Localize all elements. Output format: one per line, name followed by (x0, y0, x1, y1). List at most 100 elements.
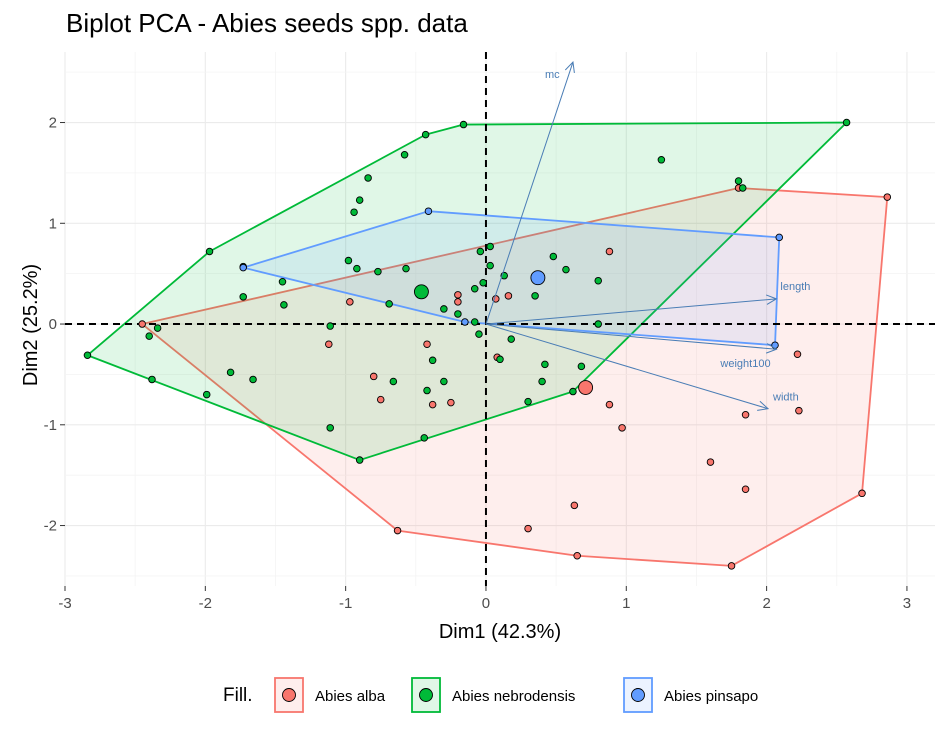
point-abies-alba (605, 247, 614, 256)
x-axis-ticks: -3 -2 -1 0 1 2 3 (58, 586, 911, 612)
point-abies-alba (727, 562, 736, 570)
point-abies-nebrodensis (739, 184, 747, 192)
point-abies-nebrodensis (734, 177, 743, 185)
point-abies-nebrodensis (249, 375, 257, 384)
point-abies-nebrodensis (569, 387, 577, 396)
vector-label-weight100: weight100 (719, 358, 770, 370)
point-abies-nebrodensis (459, 120, 468, 129)
y-tick-label: 1 (49, 215, 57, 232)
point-abies-nebrodensis (423, 386, 431, 395)
point-abies-alba (793, 350, 802, 359)
individual-points (83, 118, 892, 570)
point-abies-pinsapo (461, 318, 469, 326)
point-abies-alba (369, 372, 378, 381)
point-abies-nebrodensis (496, 355, 504, 364)
vector-arrowhead (765, 294, 778, 305)
centroid-abies-alba (578, 380, 594, 395)
point-abies-nebrodensis (400, 151, 409, 159)
point-abies-nebrodensis (83, 351, 92, 360)
point-abies-pinsapo (424, 207, 433, 215)
legend-swatch-abies-alba (282, 688, 296, 702)
point-abies-alba (795, 406, 803, 415)
point-abies-alba (605, 400, 614, 409)
y-axis-ticks: -2 -1 0 1 2 (44, 115, 65, 535)
point-abies-pinsapo (775, 233, 783, 242)
group-centroids (413, 270, 594, 395)
point-abies-alba (454, 291, 462, 299)
x-tick-label: 0 (482, 595, 490, 612)
point-abies-alba (858, 489, 866, 498)
point-abies-alba (428, 400, 437, 409)
x-tick-label: 1 (622, 595, 630, 612)
vector-length (485, 298, 777, 325)
y-tick-label: 2 (49, 115, 57, 132)
y-axis-title: Dim2 (25.2%) (20, 264, 42, 386)
point-abies-nebrodensis (594, 320, 602, 328)
point-abies-alba (138, 320, 146, 328)
point-abies-nebrodensis (355, 196, 364, 204)
centroid-abies-nebrodensis (413, 284, 429, 300)
vector-label-width: width (772, 392, 799, 404)
vector-label-mc: mc (545, 69, 560, 81)
point-abies-nebrodensis (353, 264, 361, 273)
point-abies-alba (618, 424, 626, 432)
point-abies-nebrodensis (385, 300, 393, 308)
legend-key-abies-pinsapo (623, 677, 653, 713)
point-abies-nebrodensis (475, 330, 483, 338)
group-hulls (86, 121, 889, 567)
variable-vectors: mc length weight100 width (485, 60, 810, 411)
x-tick-label: 3 (903, 595, 911, 612)
y-tick-label: 0 (49, 316, 57, 333)
vector-arrowhead (757, 400, 770, 411)
point-abies-nebrodensis (454, 310, 462, 318)
point-abies-nebrodensis (562, 265, 570, 274)
x-tick-label: -2 (199, 595, 212, 612)
point-abies-alba (706, 458, 715, 466)
vector-weight100 (485, 323, 777, 350)
hull-abies-alba (141, 187, 889, 567)
point-abies-nebrodensis (355, 456, 364, 464)
point-abies-nebrodensis (402, 264, 410, 273)
point-abies-alba (524, 524, 532, 533)
x-tick-label: 2 (762, 595, 770, 612)
hull-abies-pinsapo (242, 210, 781, 347)
point-abies-nebrodensis (364, 174, 372, 182)
point-abies-alba (346, 298, 354, 306)
point-abies-nebrodensis (226, 368, 235, 377)
legend-label-abies-pinsapo: Abies pinsapo (664, 688, 758, 705)
point-abies-nebrodensis (239, 293, 247, 301)
point-abies-alba (883, 193, 892, 201)
legend-swatch-abies-pinsapo (631, 688, 645, 702)
point-abies-nebrodensis (594, 276, 602, 285)
point-abies-nebrodensis (470, 285, 479, 293)
legend: Fill. Abies alba Abies nebrodensis Abies p… (223, 677, 758, 713)
y-tick-label: -2 (44, 518, 57, 535)
point-abies-alba (504, 292, 513, 300)
reference-lines (65, 52, 935, 586)
point-abies-nebrodensis (428, 356, 437, 365)
point-abies-nebrodensis (326, 424, 334, 432)
chart-title: Biplot PCA - Abies seeds spp. data (66, 8, 468, 38)
point-abies-nebrodensis (524, 397, 532, 406)
point-abies-nebrodensis (278, 277, 287, 286)
point-abies-nebrodensis (374, 267, 382, 276)
point-abies-alba (393, 526, 402, 535)
point-abies-nebrodensis (344, 256, 353, 265)
point-abies-nebrodensis (470, 318, 479, 326)
vector-label-length: length (780, 281, 810, 293)
vector-arrowhead (765, 343, 778, 354)
point-abies-alba (570, 501, 579, 510)
point-abies-nebrodensis (538, 377, 546, 386)
vector-width (485, 323, 769, 410)
point-abies-alba (423, 340, 431, 348)
legend-label-abies-alba: Abies alba (315, 688, 386, 705)
point-abies-nebrodensis (479, 278, 487, 287)
point-abies-nebrodensis (657, 156, 666, 164)
y-tick-label: -1 (44, 417, 57, 434)
point-abies-nebrodensis (440, 377, 448, 386)
vector-mc (485, 61, 574, 325)
point-abies-pinsapo (239, 263, 247, 272)
point-abies-nebrodensis (153, 324, 162, 332)
point-abies-alba (741, 410, 750, 419)
point-abies-nebrodensis (205, 247, 214, 256)
